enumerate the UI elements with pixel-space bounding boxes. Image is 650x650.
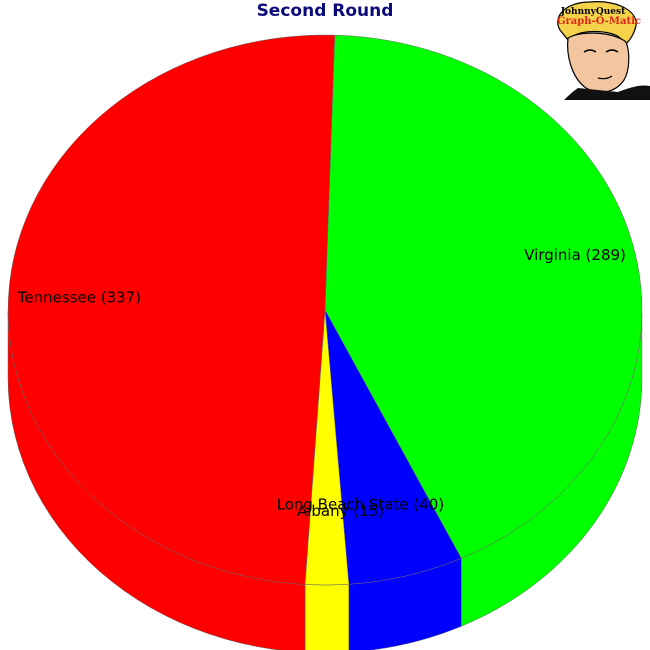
logo-line1: JohnnyQuest: [560, 7, 626, 17]
graph-o-matic-logo: JohnnyQuest Graph-O-Matic: [557, 1, 650, 100]
logo-eye-left: [583, 49, 597, 53]
pie-labels: Virginia (289) Long Beach State (40)Alban…: [17, 246, 626, 520]
slice-label-albany: Albany (15): [297, 502, 384, 520]
slice-label-tennessee: Tennessee (337): [17, 289, 141, 307]
logo-shirt: [564, 85, 650, 100]
logo-face: [567, 32, 630, 93]
pie-slice-virginia: [324, 34, 643, 559]
pie-tops: [7, 34, 643, 586]
slice-label-virginia: Virginia (289): [524, 246, 626, 264]
pie-side-albany: [304, 583, 350, 650]
chart-title: Second Round: [257, 1, 394, 21]
pie-slice-tennessee: [7, 34, 336, 585]
logo-line2: Graph-O-Matic: [557, 16, 641, 27]
logo-eye-right: [605, 49, 619, 53]
logo-mouth: [597, 75, 613, 80]
logo-hair: [557, 1, 637, 45]
slice-label-long-beach-state: Long Beach State (40): [277, 495, 445, 513]
